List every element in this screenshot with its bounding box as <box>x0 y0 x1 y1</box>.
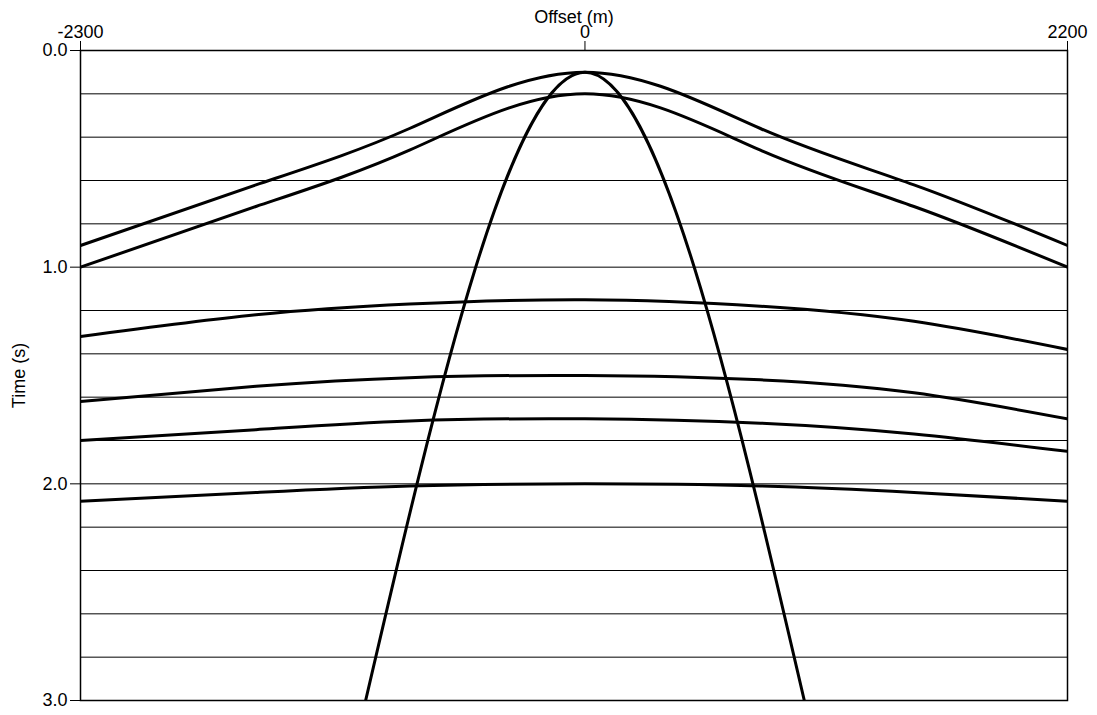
svg-text:Time (s): Time (s) <box>9 343 29 408</box>
svg-text:2.0: 2.0 <box>42 474 67 494</box>
svg-text:0: 0 <box>580 21 590 42</box>
svg-text:-2300: -2300 <box>57 22 103 42</box>
svg-text:Offset (m): Offset (m) <box>534 7 614 27</box>
svg-text:2200: 2200 <box>1047 22 1087 42</box>
svg-text:0.0: 0.0 <box>42 40 67 60</box>
svg-text:3.0: 3.0 <box>42 690 67 710</box>
svg-text:1.0: 1.0 <box>42 257 67 277</box>
